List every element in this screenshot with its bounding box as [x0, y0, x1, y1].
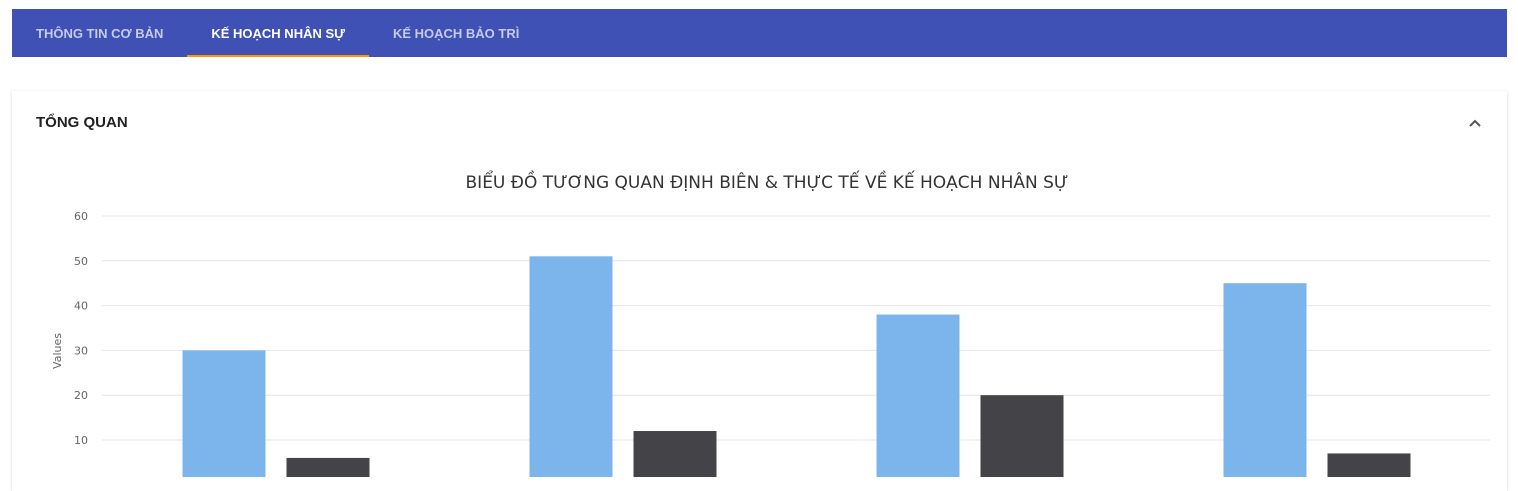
chevron-up-icon[interactable] — [1466, 114, 1484, 132]
bar-series2 — [286, 457, 370, 477]
chart-title: BIỂU ĐỒ TƯƠNG QUAN ĐỊNH BIÊN & THỰC TẾ V… — [466, 169, 1069, 193]
y-tick-label: 40 — [74, 300, 88, 313]
y-tick-label: 10 — [74, 434, 88, 447]
tab-staffing-plan[interactable]: KẾ HOẠCH NHÂN SỰ — [187, 9, 369, 57]
bar-series1 — [182, 350, 266, 477]
bar-series2 — [980, 395, 1064, 477]
bar-series1 — [876, 314, 960, 477]
y-axis-label: Values — [51, 333, 64, 369]
y-tick-label: 60 — [74, 210, 88, 223]
bar-series2 — [633, 431, 717, 477]
staffing-bar-chart: BIỂU ĐỒ TƯƠNG QUAN ĐỊNH BIÊN & THỰC TẾ V… — [51, 169, 1490, 477]
tab-bar: THÔNG TIN CƠ BẢN KẾ HOẠCH NHÂN SỰ KẾ HOẠ… — [12, 9, 1507, 57]
bar-series2 — [1327, 453, 1411, 477]
bar-series1 — [529, 256, 613, 477]
bar-series1 — [1223, 283, 1307, 477]
y-tick-label: 50 — [74, 255, 88, 268]
y-tick-label: 20 — [74, 389, 88, 402]
tab-maintenance-plan[interactable]: KẾ HOẠCH BẢO TRÌ — [392, 25, 520, 41]
tab-basic-info[interactable]: THÔNG TIN CƠ BẢN — [36, 25, 164, 41]
panel-title: TỔNG QUAN — [36, 114, 128, 131]
y-tick-label: 30 — [74, 344, 88, 357]
